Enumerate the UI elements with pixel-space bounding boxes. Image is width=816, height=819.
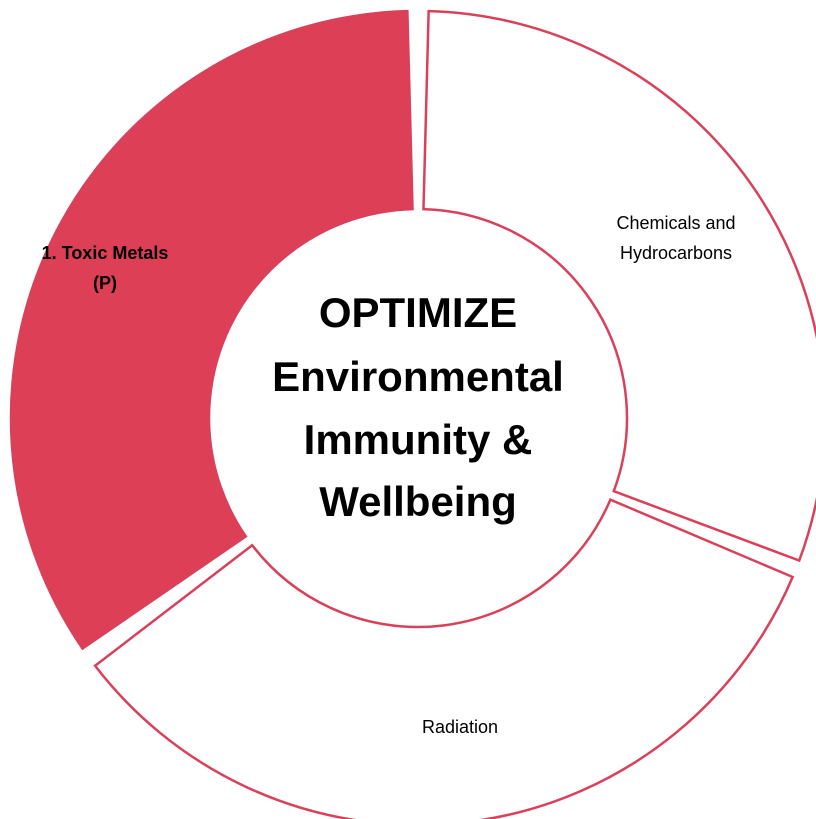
center-title: Wellbeing [319, 478, 517, 525]
center-title: OPTIMIZE [319, 289, 517, 336]
center-title: Immunity & [304, 416, 533, 463]
segment-label: Hydrocarbons [620, 243, 732, 263]
center-title: Environmental [272, 353, 564, 400]
segment-label: (P) [93, 273, 117, 293]
segment [422, 9, 816, 563]
segment [93, 498, 795, 819]
segment-label: Radiation [422, 717, 498, 737]
segment [9, 9, 414, 651]
segment-label: 1. Toxic Metals [42, 243, 169, 263]
segment-label: Chemicals and [616, 213, 735, 233]
